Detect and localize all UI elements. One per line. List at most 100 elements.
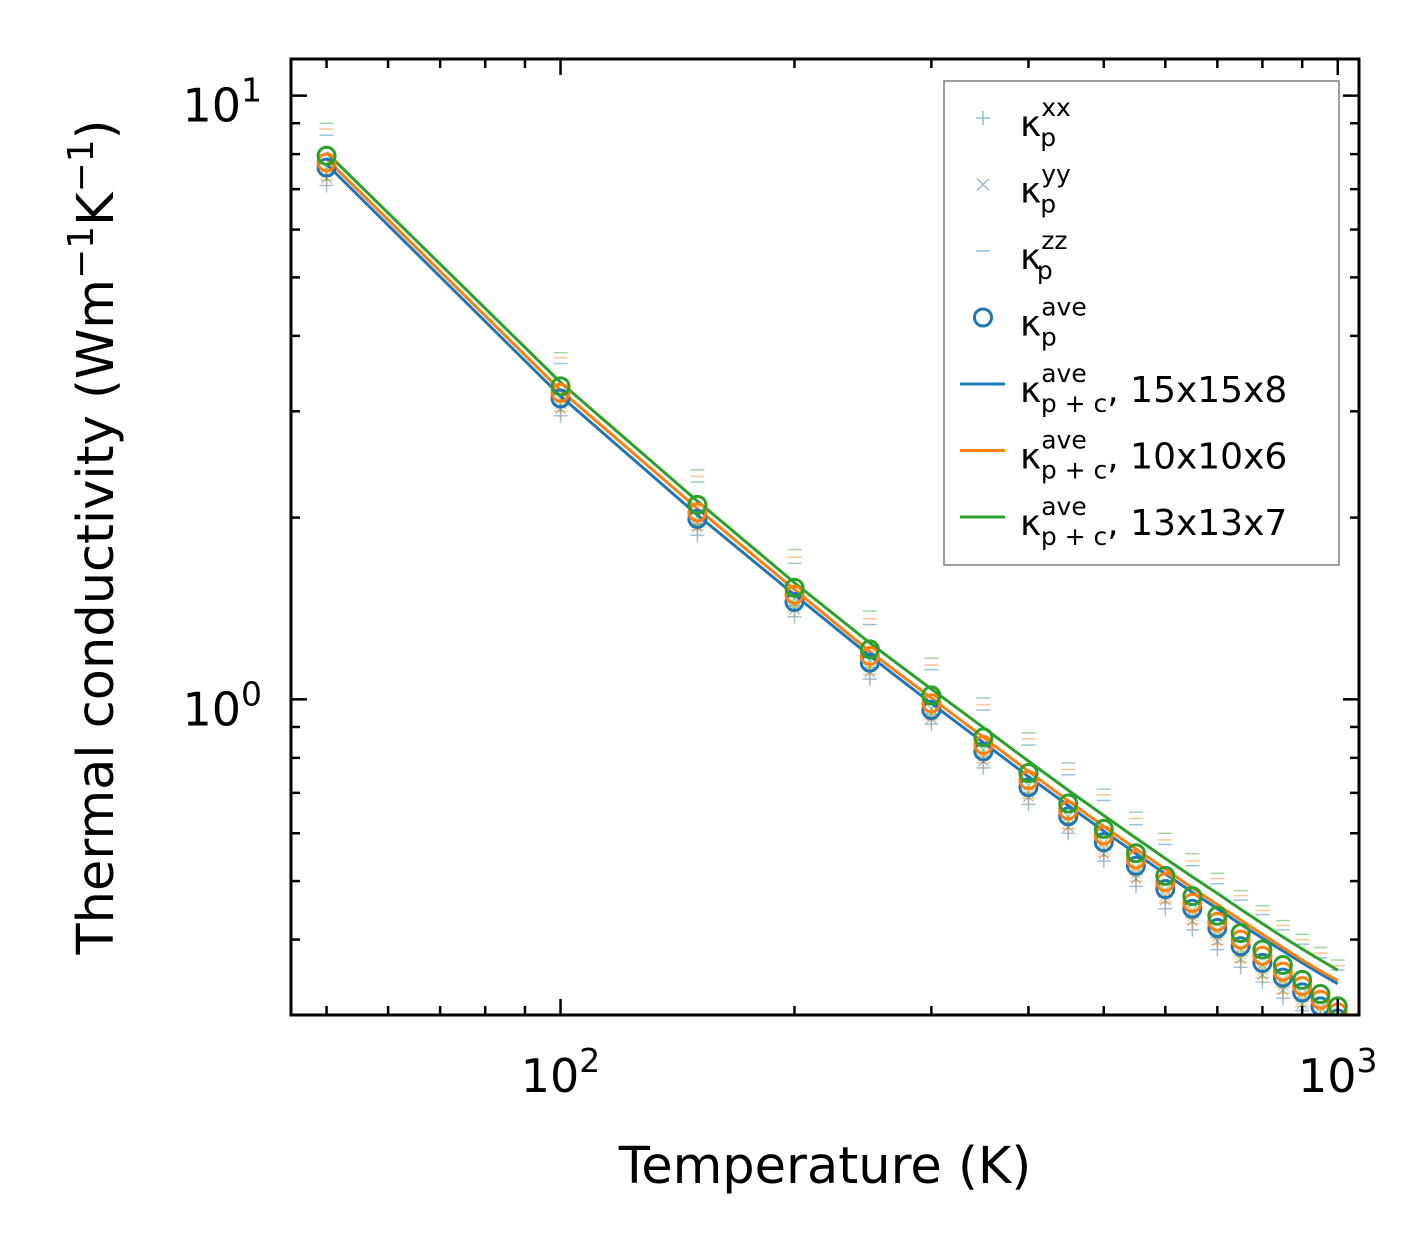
point-kave-13x13x7 bbox=[1093, 818, 1114, 839]
legend-sub: p bbox=[1040, 190, 1056, 219]
legend-sub: p + c bbox=[1041, 389, 1107, 418]
legend-item: κave p + c, 15x15x8 bbox=[960, 359, 1287, 418]
fit-line-10x10x6 bbox=[325, 158, 1339, 982]
point-kave-10x10x6 bbox=[859, 645, 880, 666]
legend-frame bbox=[943, 80, 1340, 566]
y-tick-label: 101 bbox=[182, 71, 262, 133]
legend-item: κave p + c, 10x10x6 bbox=[960, 426, 1287, 485]
x-tick-label: 102 bbox=[521, 1041, 601, 1103]
y-axis-label-close: ) bbox=[67, 120, 126, 140]
point-kave-10x10x6 bbox=[1272, 961, 1293, 982]
legend-cross-icon bbox=[976, 177, 990, 192]
point-kave-10x10x6 bbox=[1310, 989, 1331, 1010]
point-kave-10x10x6 bbox=[687, 502, 708, 523]
x-axis-label: Temperature (K) bbox=[618, 1137, 1032, 1196]
point-kave-15x15x8 bbox=[550, 388, 571, 409]
legend-plus-icon bbox=[976, 111, 990, 125]
legend-sub: p bbox=[1041, 323, 1057, 352]
point-kyy-10x10x6 bbox=[1098, 843, 1110, 855]
legend-symbol: κ bbox=[1020, 304, 1041, 345]
point-kxx-10x10x6 bbox=[976, 755, 991, 770]
point-kave-10x10x6 bbox=[1155, 872, 1176, 893]
y-tick-label-base: 10 bbox=[182, 682, 241, 736]
point-kave-13x13x7 bbox=[1018, 763, 1039, 784]
y-axis-label-exp1: −1 bbox=[61, 226, 102, 279]
point-kave-13x13x7 bbox=[973, 727, 994, 748]
point-kave-10x10x6 bbox=[1058, 800, 1079, 821]
point-kave-10x10x6 bbox=[1018, 770, 1039, 791]
legend-sup: ave bbox=[1041, 359, 1087, 388]
point-kave-15x15x8 bbox=[1182, 898, 1203, 919]
point-kave-15x15x8 bbox=[784, 591, 805, 612]
legend-symbol: κ bbox=[1020, 171, 1041, 212]
y-axis-label-main: Thermal conductivity (Wm bbox=[67, 279, 126, 955]
point-kave-10x10x6 bbox=[1207, 911, 1228, 932]
point-kave-10x10x6 bbox=[1125, 849, 1146, 870]
point-kave-10x10x6 bbox=[1292, 976, 1313, 997]
legend-label: κave p bbox=[1020, 293, 1087, 352]
point-kave-13x13x7 bbox=[1272, 955, 1293, 976]
point-kave-15x15x8 bbox=[1018, 777, 1039, 798]
point-kave-15x15x8 bbox=[973, 741, 994, 762]
y-axis-label-exp2: −1 bbox=[61, 139, 102, 192]
legend-symbol: κ bbox=[1020, 370, 1041, 411]
point-kxx-15x15x8 bbox=[1233, 960, 1248, 975]
legend-label: κave p + c, 15x15x8 bbox=[1020, 359, 1287, 418]
point-kxx-13x13x7 bbox=[1313, 1008, 1328, 1015]
point-kave-15x15x8 bbox=[1155, 879, 1176, 900]
point-kave-13x13x7 bbox=[1207, 905, 1228, 926]
legend-item: κyy p bbox=[976, 160, 1071, 219]
x-tick-label-base: 10 bbox=[1298, 1049, 1357, 1103]
point-kave-13x13x7 bbox=[1230, 923, 1251, 944]
x-tick-label-base: 10 bbox=[521, 1049, 580, 1103]
point-kxx-10x10x6 bbox=[1021, 791, 1036, 806]
y-tick-label-exp: 0 bbox=[241, 674, 262, 713]
point-kave-15x15x8 bbox=[1125, 855, 1146, 876]
point-kyy-15x15x8 bbox=[1211, 935, 1223, 947]
point-kxx-15x15x8 bbox=[787, 609, 802, 624]
legend-sub: p + c bbox=[1041, 456, 1107, 485]
point-kxx-15x15x8 bbox=[553, 408, 568, 423]
fit-line-15x15x8 bbox=[325, 163, 1339, 986]
point-kave-13x13x7 bbox=[687, 494, 708, 515]
legend-label: κyy p bbox=[1020, 160, 1071, 219]
point-kave-13x13x7 bbox=[921, 685, 942, 706]
legend-item: κzz p bbox=[976, 226, 1067, 285]
point-kave-10x10x6 bbox=[921, 693, 942, 714]
point-kave-13x13x7 bbox=[550, 376, 571, 397]
point-kxx-15x15x8 bbox=[1275, 991, 1290, 1006]
point-kave-15x15x8 bbox=[921, 700, 942, 721]
point-kave-15x15x8 bbox=[1207, 918, 1228, 939]
point-kxx-15x15x8 bbox=[862, 672, 877, 687]
legend-sub: p bbox=[1040, 123, 1056, 152]
y-tick-label-exp: 1 bbox=[241, 71, 262, 110]
point-kave-13x13x7 bbox=[1292, 969, 1313, 990]
point-kave-10x10x6 bbox=[550, 382, 571, 403]
point-kave-13x13x7 bbox=[1252, 939, 1273, 960]
legend-suffix: , 10x10x6 bbox=[1107, 437, 1287, 478]
point-kxx-15x15x8 bbox=[1185, 922, 1200, 937]
point-kave-10x10x6 bbox=[1230, 929, 1251, 950]
point-kxx-10x10x6 bbox=[690, 522, 705, 537]
plot-area bbox=[316, 122, 1348, 1015]
legend-sup: yy bbox=[1041, 160, 1071, 189]
legend-sup: zz bbox=[1041, 226, 1067, 255]
point-kave-15x15x8 bbox=[687, 508, 708, 529]
point-kxx-10x10x6 bbox=[862, 667, 877, 682]
y-tick-label-base: 10 bbox=[182, 79, 241, 133]
point-kxx-15x15x8 bbox=[1158, 901, 1173, 916]
point-kxx-15x15x8 bbox=[1128, 879, 1143, 894]
point-kave-15x15x8 bbox=[859, 652, 880, 673]
legend-suffix: , 13x13x7 bbox=[1107, 503, 1287, 544]
point-kave-13x13x7 bbox=[1058, 793, 1079, 814]
point-kave-10x10x6 bbox=[1252, 945, 1273, 966]
legend-label: κxx p bbox=[1020, 93, 1071, 152]
plot-frame bbox=[289, 57, 1361, 1017]
x-tick-label-exp: 3 bbox=[1357, 1041, 1378, 1080]
legend-suffix: , 15x15x8 bbox=[1107, 370, 1287, 411]
legend-sub: p + c bbox=[1041, 522, 1107, 551]
data-marks bbox=[316, 122, 1348, 1015]
